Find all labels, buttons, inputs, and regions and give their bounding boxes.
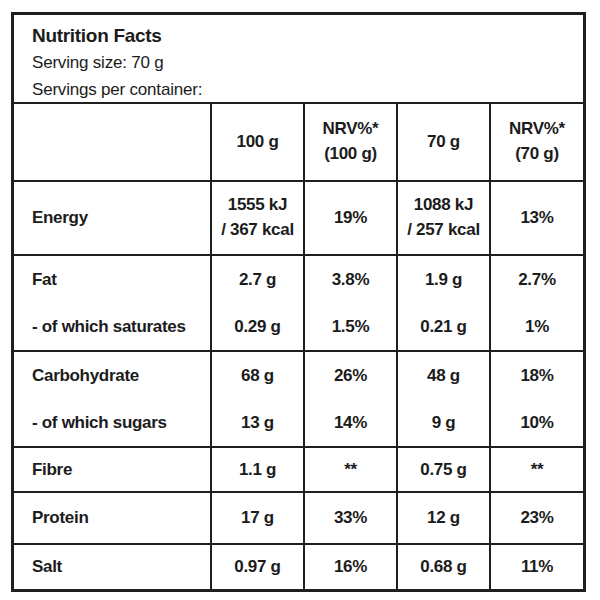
nrv-per-100g: 19%: [304, 181, 397, 255]
row-label: Fibre: [14, 447, 211, 492]
column-header-text: 100 g: [214, 130, 301, 155]
nrv-per-70g: 13%: [490, 181, 583, 255]
column-header-text: NRV%*: [493, 117, 581, 142]
servings-per-container-text: Servings per container:: [32, 76, 583, 103]
row-label: Carbohydrate: [14, 351, 211, 399]
table-row-energy: Energy 1555 kJ / 367 kcal 19% 1088 kJ / …: [14, 181, 583, 255]
nrv-per-100g: 16%: [304, 544, 397, 589]
table-row-salt: Salt 0.97 g 16% 0.68 g 11%: [14, 544, 583, 589]
row-label: Salt: [14, 544, 211, 589]
value-per-70g: 0.75 g: [397, 447, 490, 492]
table-row-protein: Protein 17 g 33% 12 g 23%: [14, 492, 583, 544]
nutrition-facts-label: Nutrition Facts Serving size: 70 g Servi…: [11, 12, 586, 592]
nrv-per-70g: 18%: [490, 351, 583, 399]
nrv-per-70g: 2.7%: [490, 255, 583, 303]
label-header: Nutrition Facts Serving size: 70 g Servi…: [14, 15, 583, 104]
nrv-per-100g: **: [304, 447, 397, 492]
value-per-70g: 0.68 g: [397, 544, 490, 589]
value-per-70g: 1088 kJ / 257 kcal: [397, 181, 490, 255]
value-per-100g: 13 g: [211, 399, 304, 447]
value-per-100g: 2.7 g: [211, 255, 304, 303]
row-label: Energy: [14, 181, 211, 255]
row-label: Protein: [14, 492, 211, 544]
column-header-70g: 70 g: [397, 104, 490, 181]
column-header-nrv-70g: NRV%* (70 g): [490, 104, 583, 181]
column-header-text: NRV%*: [307, 117, 394, 142]
column-header-100g: 100 g: [211, 104, 304, 181]
nrv-per-100g: 33%: [304, 492, 397, 544]
nutrition-table: 100 g NRV%* (100 g) 70 g NRV%* (70 g) En…: [14, 104, 583, 589]
value-per-100g: 1.1 g: [211, 447, 304, 492]
row-label: - of which sugars: [14, 399, 211, 447]
nrv-per-100g: 14%: [304, 399, 397, 447]
column-header-blank: [14, 104, 211, 181]
value-per-70g: 48 g: [397, 351, 490, 399]
nrv-per-70g: 23%: [490, 492, 583, 544]
table-row-saturates: - of which saturates 0.29 g 1.5% 0.21 g …: [14, 303, 583, 351]
table-row-carbohydrate: Carbohydrate 68 g 26% 48 g 18%: [14, 351, 583, 399]
nrv-per-70g: **: [490, 447, 583, 492]
column-header-subtext: (70 g): [493, 142, 581, 167]
nrv-per-100g: 1.5%: [304, 303, 397, 351]
table-row-fat: Fat 2.7 g 3.8% 1.9 g 2.7%: [14, 255, 583, 303]
value-per-70g: 12 g: [397, 492, 490, 544]
nrv-per-70g: 1%: [490, 303, 583, 351]
serving-size-text: Serving size: 70 g: [32, 49, 583, 76]
row-label: Fat: [14, 255, 211, 303]
value-per-70g: 0.21 g: [397, 303, 490, 351]
table-row-sugars: - of which sugars 13 g 14% 9 g 10%: [14, 399, 583, 447]
value-per-100g: 0.29 g: [211, 303, 304, 351]
label-title: Nutrition Facts: [32, 22, 583, 49]
nrv-per-70g: 10%: [490, 399, 583, 447]
nrv-per-100g: 3.8%: [304, 255, 397, 303]
column-header-nrv-100g: NRV%* (100 g): [304, 104, 397, 181]
column-header-subtext: (100 g): [307, 142, 394, 167]
value-per-100g: 68 g: [211, 351, 304, 399]
value-per-70g: 1.9 g: [397, 255, 490, 303]
row-label: - of which saturates: [14, 303, 211, 351]
value-per-100g: 1555 kJ / 367 kcal: [211, 181, 304, 255]
column-header-text: 70 g: [400, 130, 487, 155]
value-per-100g: 17 g: [211, 492, 304, 544]
table-row-fibre: Fibre 1.1 g ** 0.75 g **: [14, 447, 583, 492]
value-per-70g: 9 g: [397, 399, 490, 447]
value-per-100g: 0.97 g: [211, 544, 304, 589]
nrv-per-70g: 11%: [490, 544, 583, 589]
nrv-per-100g: 26%: [304, 351, 397, 399]
table-header-row: 100 g NRV%* (100 g) 70 g NRV%* (70 g): [14, 104, 583, 181]
